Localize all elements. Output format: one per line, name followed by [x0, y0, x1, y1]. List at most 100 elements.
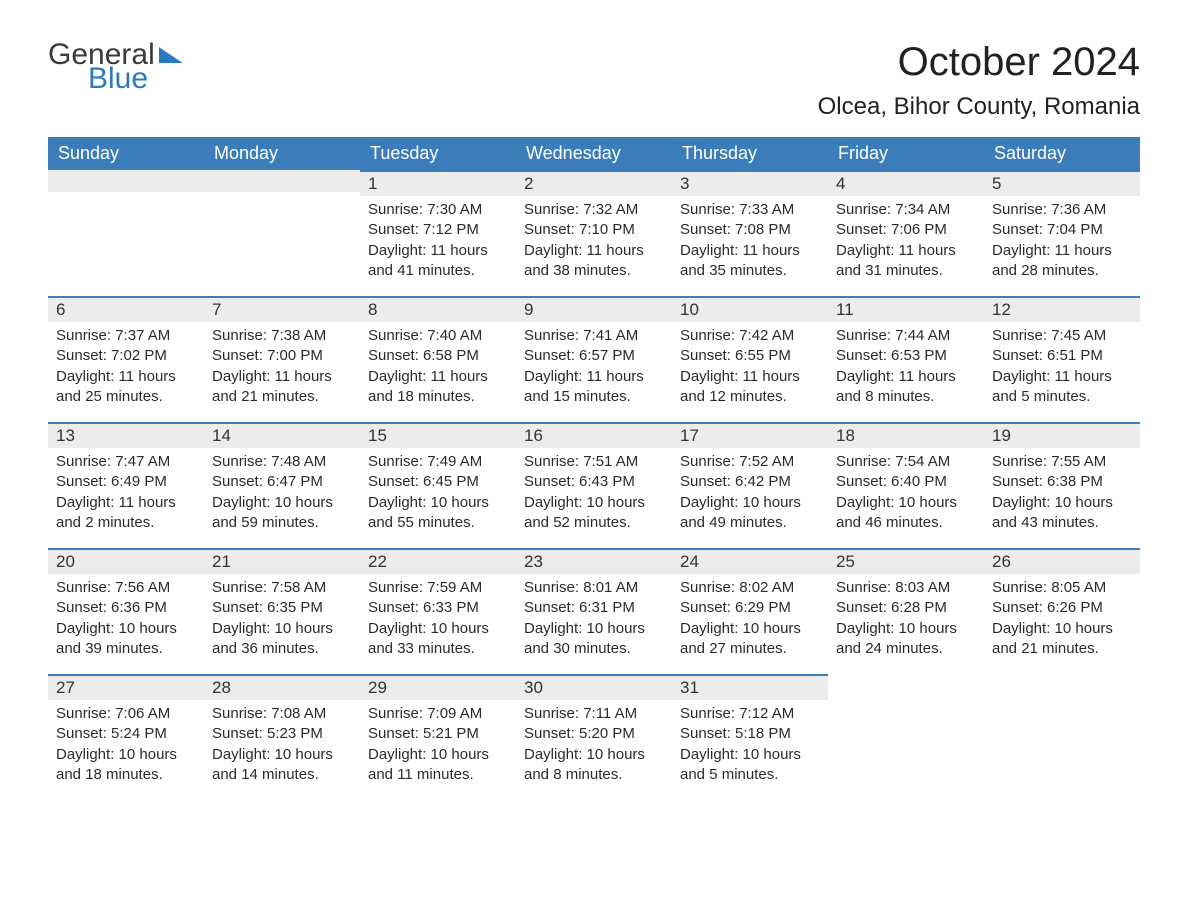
calendar-day-cell: 17Sunrise: 7:52 AMSunset: 6:42 PMDayligh… [672, 422, 828, 548]
calendar-day-cell: 6Sunrise: 7:37 AMSunset: 7:02 PMDaylight… [48, 296, 204, 422]
day-number: 7 [204, 296, 360, 322]
calendar-week-row: 13Sunrise: 7:47 AMSunset: 6:49 PMDayligh… [48, 422, 1140, 548]
calendar-day-cell: 27Sunrise: 7:06 AMSunset: 5:24 PMDayligh… [48, 674, 204, 800]
daylight-line: Daylight: 11 hours and 38 minutes. [524, 241, 664, 282]
daylight-line: Daylight: 10 hours and 55 minutes. [368, 493, 508, 534]
day-header: Tuesday [360, 137, 516, 170]
calendar-header-row: SundayMondayTuesdayWednesdayThursdayFrid… [48, 137, 1140, 170]
sunset-line: Sunset: 5:20 PM [524, 724, 664, 744]
day-body: Sunrise: 7:54 AMSunset: 6:40 PMDaylight:… [828, 448, 984, 543]
calendar-day-cell: 29Sunrise: 7:09 AMSunset: 5:21 PMDayligh… [360, 674, 516, 800]
calendar-day-cell: 30Sunrise: 7:11 AMSunset: 5:20 PMDayligh… [516, 674, 672, 800]
sunrise-line: Sunrise: 7:11 AM [524, 704, 664, 724]
day-number: 28 [204, 674, 360, 700]
sunrise-line: Sunrise: 7:42 AM [680, 326, 820, 346]
day-number: 9 [516, 296, 672, 322]
sunrise-line: Sunrise: 7:41 AM [524, 326, 664, 346]
daylight-line: Daylight: 10 hours and 8 minutes. [524, 745, 664, 786]
sunrise-line: Sunrise: 7:12 AM [680, 704, 820, 724]
daylight-line: Daylight: 10 hours and 27 minutes. [680, 619, 820, 660]
day-body: Sunrise: 7:55 AMSunset: 6:38 PMDaylight:… [984, 448, 1140, 543]
sunset-line: Sunset: 7:04 PM [992, 220, 1132, 240]
day-body: Sunrise: 7:49 AMSunset: 6:45 PMDaylight:… [360, 448, 516, 543]
calendar-day-cell: 4Sunrise: 7:34 AMSunset: 7:06 PMDaylight… [828, 170, 984, 296]
sunset-line: Sunset: 5:23 PM [212, 724, 352, 744]
day-number: 11 [828, 296, 984, 322]
brand-word2: Blue [88, 64, 148, 94]
sunset-line: Sunset: 6:26 PM [992, 598, 1132, 618]
sunset-line: Sunset: 5:21 PM [368, 724, 508, 744]
day-number: 5 [984, 170, 1140, 196]
daylight-line: Daylight: 11 hours and 18 minutes. [368, 367, 508, 408]
daylight-line: Daylight: 11 hours and 28 minutes. [992, 241, 1132, 282]
day-body [204, 192, 360, 206]
day-body: Sunrise: 7:58 AMSunset: 6:35 PMDaylight:… [204, 574, 360, 669]
daylight-line: Daylight: 10 hours and 21 minutes. [992, 619, 1132, 660]
daylight-line: Daylight: 10 hours and 5 minutes. [680, 745, 820, 786]
daylight-line: Daylight: 11 hours and 31 minutes. [836, 241, 976, 282]
sunset-line: Sunset: 7:08 PM [680, 220, 820, 240]
day-number: 18 [828, 422, 984, 448]
calendar-day-cell: 15Sunrise: 7:49 AMSunset: 6:45 PMDayligh… [360, 422, 516, 548]
calendar-day-cell: 1Sunrise: 7:30 AMSunset: 7:12 PMDaylight… [360, 170, 516, 296]
day-body: Sunrise: 7:51 AMSunset: 6:43 PMDaylight:… [516, 448, 672, 543]
sunrise-line: Sunrise: 7:54 AM [836, 452, 976, 472]
sunset-line: Sunset: 6:33 PM [368, 598, 508, 618]
daylight-line: Daylight: 11 hours and 25 minutes. [56, 367, 196, 408]
day-body: Sunrise: 8:05 AMSunset: 6:26 PMDaylight:… [984, 574, 1140, 669]
calendar-week-row: 1Sunrise: 7:30 AMSunset: 7:12 PMDaylight… [48, 170, 1140, 296]
sunrise-line: Sunrise: 7:06 AM [56, 704, 196, 724]
day-body: Sunrise: 7:34 AMSunset: 7:06 PMDaylight:… [828, 196, 984, 291]
day-body: Sunrise: 7:42 AMSunset: 6:55 PMDaylight:… [672, 322, 828, 417]
sunrise-line: Sunrise: 7:30 AM [368, 200, 508, 220]
sunset-line: Sunset: 7:02 PM [56, 346, 196, 366]
daylight-line: Daylight: 10 hours and 33 minutes. [368, 619, 508, 660]
sunrise-line: Sunrise: 7:34 AM [836, 200, 976, 220]
sunset-line: Sunset: 6:29 PM [680, 598, 820, 618]
sunrise-line: Sunrise: 7:58 AM [212, 578, 352, 598]
calendar-day-cell: 24Sunrise: 8:02 AMSunset: 6:29 PMDayligh… [672, 548, 828, 674]
calendar-day-cell: 10Sunrise: 7:42 AMSunset: 6:55 PMDayligh… [672, 296, 828, 422]
calendar-day-cell: 26Sunrise: 8:05 AMSunset: 6:26 PMDayligh… [984, 548, 1140, 674]
sunrise-line: Sunrise: 7:49 AM [368, 452, 508, 472]
day-body: Sunrise: 7:11 AMSunset: 5:20 PMDaylight:… [516, 700, 672, 795]
day-number: 19 [984, 422, 1140, 448]
calendar-day-cell: 12Sunrise: 7:45 AMSunset: 6:51 PMDayligh… [984, 296, 1140, 422]
sunset-line: Sunset: 6:28 PM [836, 598, 976, 618]
brand-logo: General Blue [48, 40, 183, 94]
daylight-line: Daylight: 11 hours and 35 minutes. [680, 241, 820, 282]
daylight-line: Daylight: 10 hours and 11 minutes. [368, 745, 508, 786]
sunset-line: Sunset: 5:24 PM [56, 724, 196, 744]
sunrise-line: Sunrise: 8:02 AM [680, 578, 820, 598]
calendar-day-cell: 23Sunrise: 8:01 AMSunset: 6:31 PMDayligh… [516, 548, 672, 674]
day-body: Sunrise: 7:52 AMSunset: 6:42 PMDaylight:… [672, 448, 828, 543]
calendar-day-cell: 14Sunrise: 7:48 AMSunset: 6:47 PMDayligh… [204, 422, 360, 548]
sunrise-line: Sunrise: 8:01 AM [524, 578, 664, 598]
day-header: Friday [828, 137, 984, 170]
daylight-line: Daylight: 11 hours and 5 minutes. [992, 367, 1132, 408]
sunset-line: Sunset: 6:35 PM [212, 598, 352, 618]
daylight-line: Daylight: 11 hours and 41 minutes. [368, 241, 508, 282]
day-number [204, 170, 360, 192]
day-number: 30 [516, 674, 672, 700]
calendar-day-cell [984, 674, 1140, 800]
day-header: Saturday [984, 137, 1140, 170]
day-number: 20 [48, 548, 204, 574]
daylight-line: Daylight: 11 hours and 2 minutes. [56, 493, 196, 534]
day-number: 13 [48, 422, 204, 448]
calendar-day-cell: 20Sunrise: 7:56 AMSunset: 6:36 PMDayligh… [48, 548, 204, 674]
day-number: 26 [984, 548, 1140, 574]
calendar-week-row: 27Sunrise: 7:06 AMSunset: 5:24 PMDayligh… [48, 674, 1140, 800]
brand-triangle-icon [159, 47, 183, 63]
calendar-day-cell: 28Sunrise: 7:08 AMSunset: 5:23 PMDayligh… [204, 674, 360, 800]
daylight-line: Daylight: 10 hours and 59 minutes. [212, 493, 352, 534]
sunrise-line: Sunrise: 7:47 AM [56, 452, 196, 472]
day-body: Sunrise: 7:41 AMSunset: 6:57 PMDaylight:… [516, 322, 672, 417]
day-number [984, 674, 1140, 696]
sunset-line: Sunset: 6:49 PM [56, 472, 196, 492]
day-body: Sunrise: 7:47 AMSunset: 6:49 PMDaylight:… [48, 448, 204, 543]
sunrise-line: Sunrise: 7:37 AM [56, 326, 196, 346]
daylight-line: Daylight: 10 hours and 46 minutes. [836, 493, 976, 534]
day-body: Sunrise: 7:12 AMSunset: 5:18 PMDaylight:… [672, 700, 828, 795]
day-body: Sunrise: 7:59 AMSunset: 6:33 PMDaylight:… [360, 574, 516, 669]
